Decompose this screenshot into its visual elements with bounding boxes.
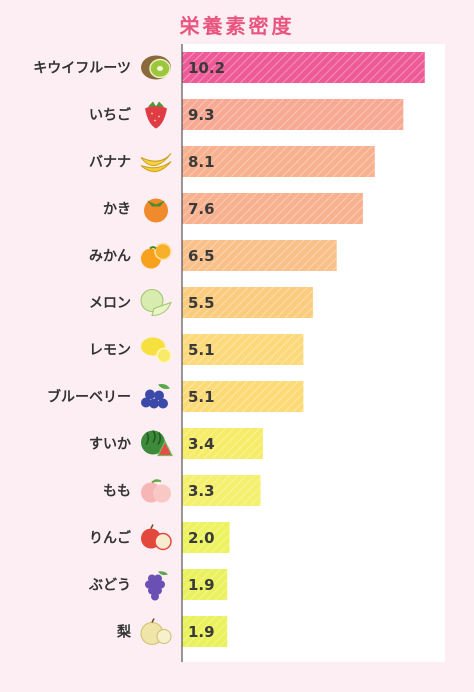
value-label: 1.9	[188, 623, 215, 641]
category-label: いちご	[89, 107, 132, 124]
value-label: 3.3	[188, 482, 215, 500]
bar-hatch-3	[182, 146, 375, 177]
bar-hatch-5	[182, 240, 337, 271]
value-label: 10.2	[188, 59, 225, 77]
value-label: 5.1	[188, 388, 215, 406]
bar-hatch-6	[182, 287, 313, 318]
banana-icon	[140, 153, 172, 172]
bars-layer: 10.2 キウイフルーツ 9.3 いちご 8.1 バナナ 7.6 かき 6.5 みかん 5.5 メロン…	[33, 52, 425, 647]
category-label: 梨	[116, 624, 132, 641]
category-label: ぶどう	[88, 578, 131, 594]
category-label: りんご	[89, 530, 132, 547]
category-label: ブルーベリー	[47, 389, 131, 406]
value-label: 9.3	[188, 106, 215, 124]
strawberry-icon	[145, 101, 167, 129]
category-label: すいか	[89, 437, 131, 453]
blueberry-icon	[141, 384, 170, 409]
apple-icon	[141, 524, 172, 551]
bar-hatch-13	[182, 616, 228, 647]
grape-icon	[145, 571, 168, 601]
category-label: バナナ	[89, 155, 131, 171]
value-label: 6.5	[188, 247, 215, 265]
value-label: 5.1	[188, 341, 215, 359]
category-label: レモン	[89, 343, 131, 359]
bar-hatch-11	[182, 522, 230, 553]
peach-icon	[141, 479, 171, 503]
pear-icon	[140, 618, 172, 645]
chart-title: 栄養素密度	[179, 14, 295, 38]
category-label: みかん	[89, 249, 131, 265]
kiwi-icon	[141, 55, 171, 80]
melon-icon	[140, 289, 172, 317]
category-label: キウイフルーツ	[33, 61, 131, 77]
watermelon-icon	[141, 430, 173, 457]
bar-hatch-9	[182, 428, 263, 459]
value-label: 3.4	[188, 435, 215, 453]
bar-hatch-8	[182, 381, 304, 412]
mandarin-icon	[141, 242, 172, 269]
category-label: かき	[103, 202, 131, 218]
bar-hatch-7	[182, 334, 304, 365]
bar-hatch-12	[182, 569, 228, 600]
bar-hatch-10	[182, 475, 261, 506]
value-label: 7.6	[188, 200, 215, 218]
value-label: 5.5	[188, 294, 215, 312]
category-label: もも	[103, 484, 131, 500]
category-label: メロン	[89, 296, 131, 312]
persimmon-icon	[144, 198, 168, 223]
bar-hatch-2	[182, 99, 404, 130]
value-label: 8.1	[188, 153, 215, 171]
lemon-icon	[141, 337, 172, 364]
value-label: 1.9	[188, 576, 215, 594]
bar-hatch-4	[182, 193, 363, 224]
bar-hatch-1	[182, 52, 425, 83]
value-label: 2.0	[188, 529, 215, 547]
